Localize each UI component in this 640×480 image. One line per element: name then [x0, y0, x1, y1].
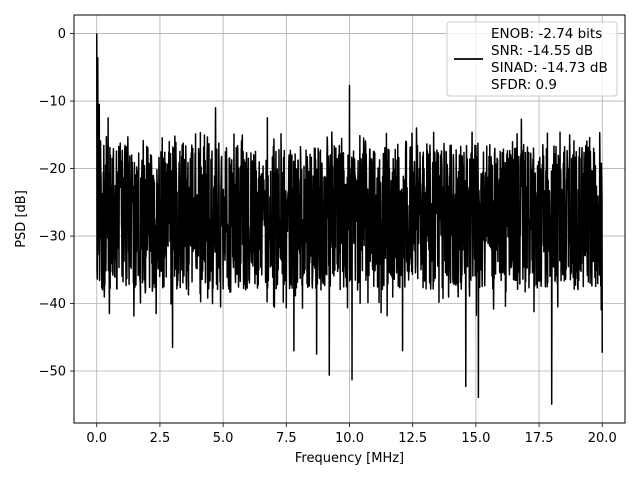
y-tick-label: 0 [58, 27, 66, 42]
psd-series [96, 33, 603, 405]
x-tick-label: 2.5 [150, 431, 171, 446]
x-tick-label: 5.0 [213, 431, 234, 446]
ticks: 0.0 2.5 5.0 7.5 10.0 12.5 15.0 17.5 20.0 0 −10 −20 −… [39, 27, 617, 446]
x-tick-label: 7.5 [276, 431, 297, 446]
x-tick-label: 20.0 [588, 431, 617, 446]
y-tick-label: −20 [39, 162, 66, 177]
y-tick-label: −50 [39, 365, 66, 380]
psd-line [96, 33, 603, 405]
legend: ENOB: -2.74 bits SNR: -14.55 dB SINAD: -… [446, 21, 618, 97]
x-tick-label: 15.0 [461, 431, 490, 446]
legend-sfdr: SFDR: 0.9 [491, 77, 557, 93]
x-tick-label: 12.5 [398, 431, 427, 446]
legend-snr: SNR: -14.55 dB [491, 43, 593, 59]
y-axis-label: PSD [dB] [14, 190, 29, 248]
y-tick-label: −40 [39, 297, 66, 312]
x-tick-label: 0.0 [86, 431, 107, 446]
legend-box [446, 21, 618, 97]
y-tick-label: −10 [39, 95, 66, 110]
y-tick-label: −30 [39, 230, 66, 245]
legend-sinad: SINAD: -14.73 dB [491, 60, 608, 76]
x-axis-label: Frequency [MHz] [295, 451, 404, 466]
x-tick-label: 17.5 [525, 431, 554, 446]
x-tick-label: 10.0 [335, 431, 364, 446]
legend-enob: ENOB: -2.74 bits [491, 26, 602, 42]
